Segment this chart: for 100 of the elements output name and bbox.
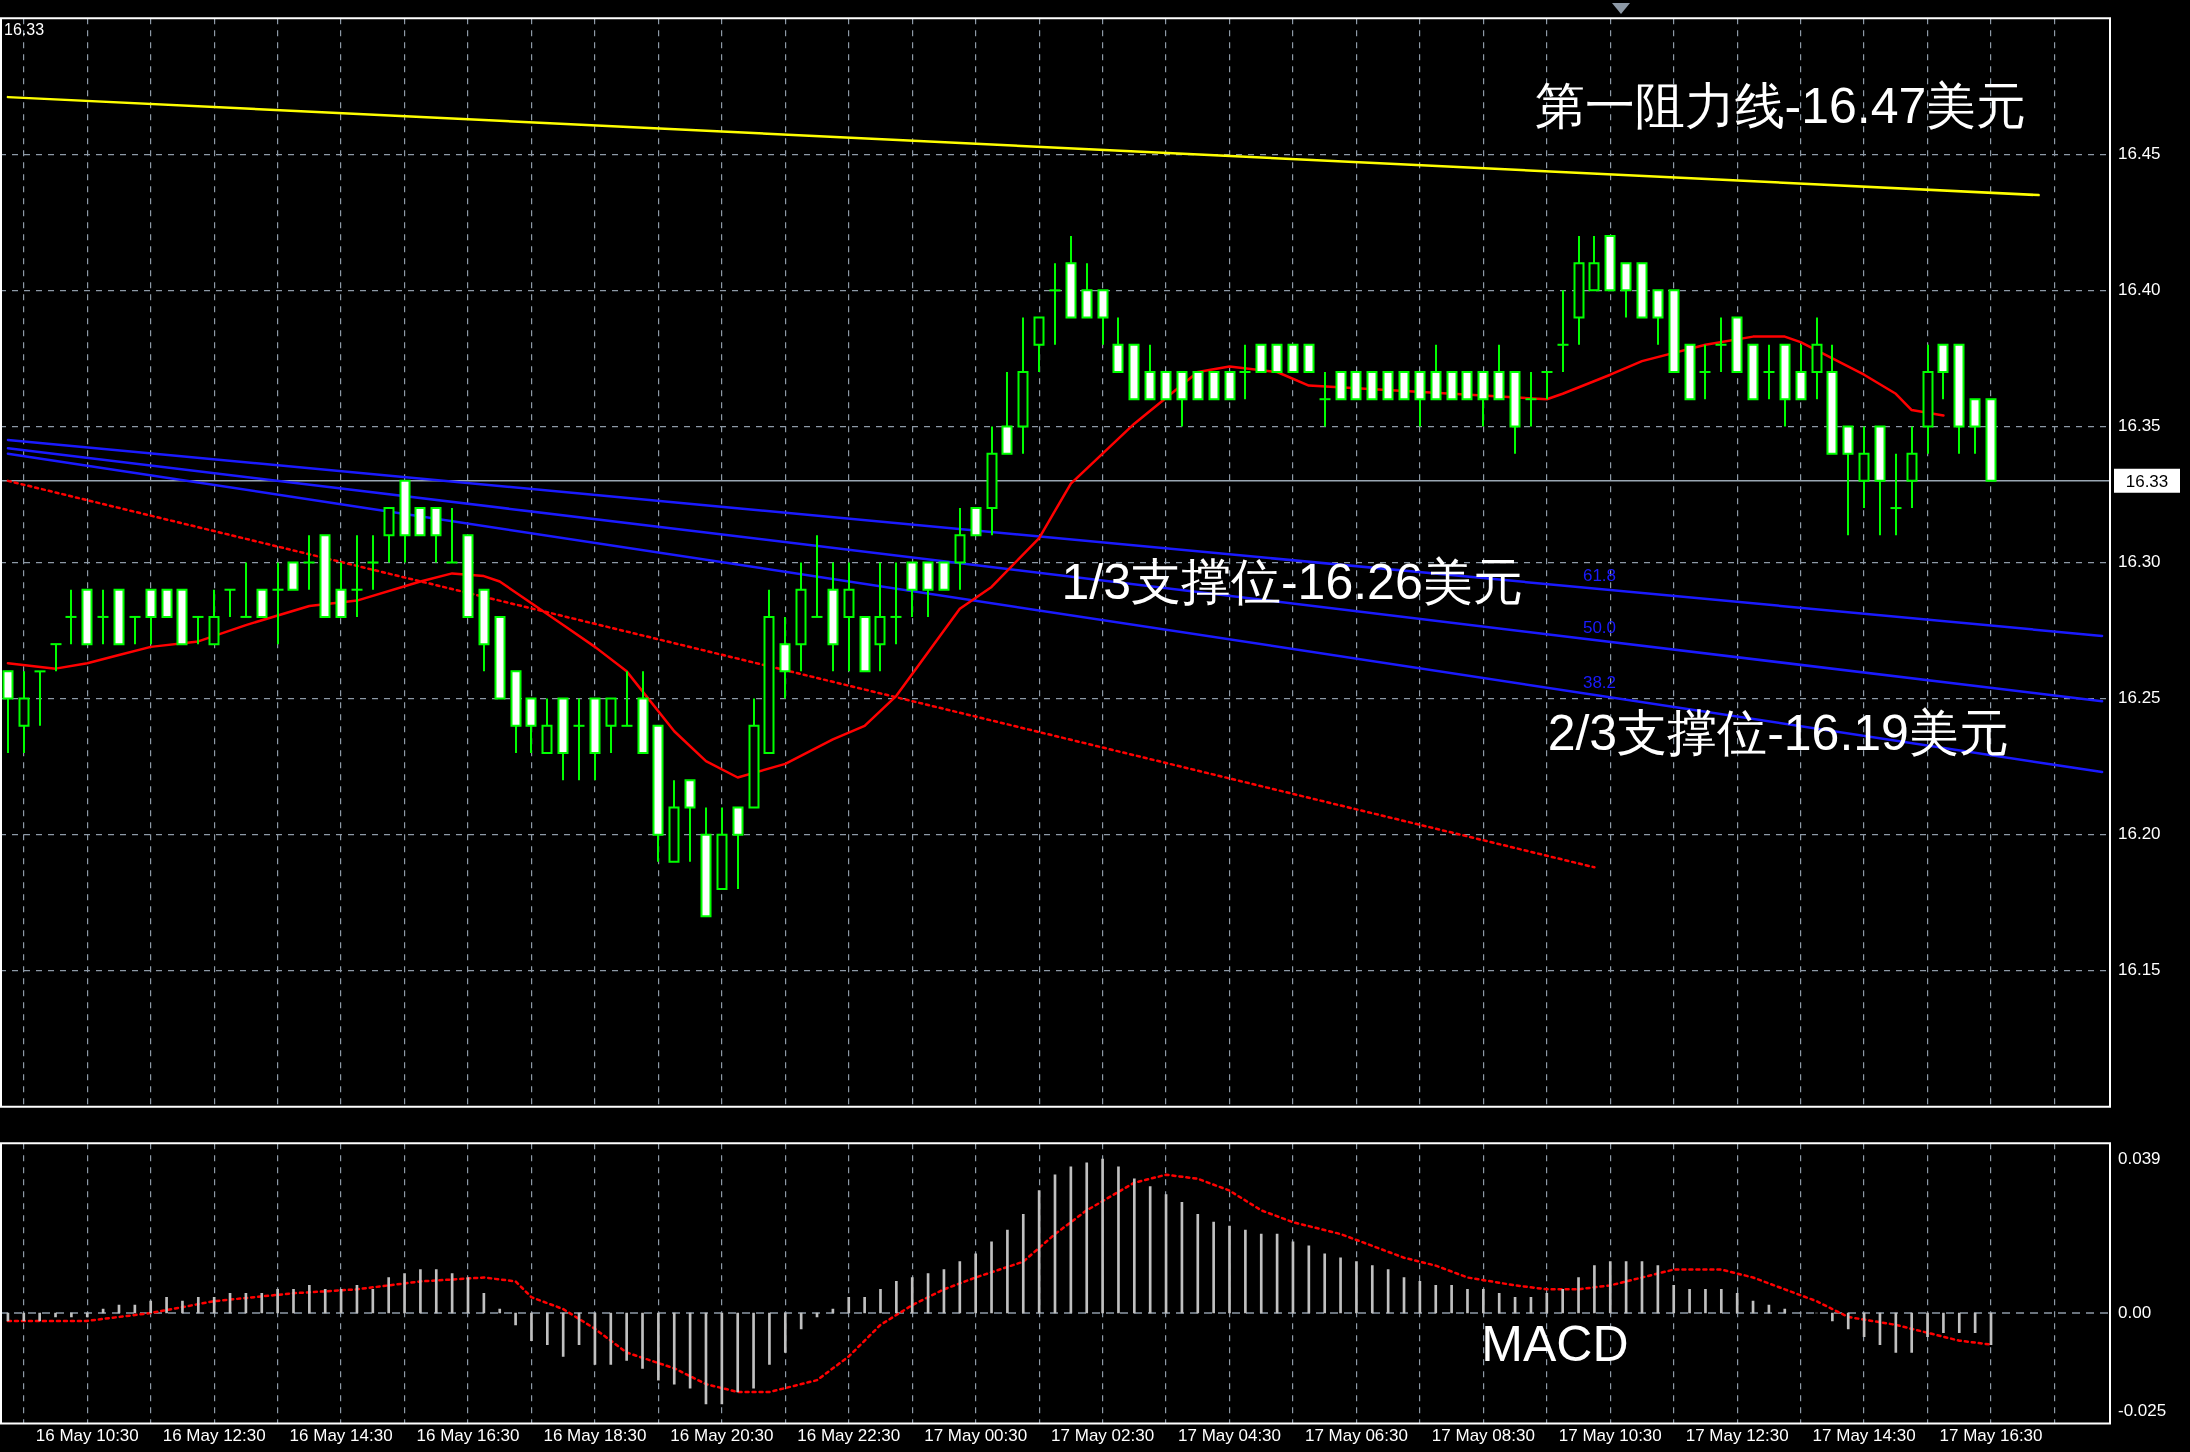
candlestick bbox=[1762, 343, 1776, 401]
bar bbox=[1545, 1292, 1549, 1314]
bar bbox=[434, 1269, 438, 1314]
annotation: MACD bbox=[1481, 1316, 1629, 1373]
bar bbox=[149, 1300, 153, 1314]
x-tick-label: 16 May 22:30 bbox=[797, 1426, 901, 1446]
x-tick-label: 17 May 10:30 bbox=[1558, 1426, 1662, 1446]
bar bbox=[1926, 1312, 1929, 1338]
x-tick-label: 16 May 12:30 bbox=[162, 1426, 266, 1446]
bar bbox=[1482, 1288, 1485, 1314]
y-tick-label: 16.25 bbox=[2118, 688, 2161, 708]
candlestick bbox=[239, 561, 253, 618]
bar bbox=[308, 1285, 311, 1314]
bar bbox=[1704, 1288, 1707, 1314]
bar bbox=[1466, 1288, 1469, 1314]
bar bbox=[1355, 1261, 1358, 1314]
bar bbox=[181, 1300, 184, 1314]
bar bbox=[1339, 1257, 1342, 1314]
bar bbox=[212, 1296, 216, 1314]
bar bbox=[625, 1312, 628, 1361]
series-label: 38.2 bbox=[1582, 672, 1617, 692]
candlestick bbox=[1714, 316, 1728, 373]
y-tick-label: -0.025 bbox=[2118, 1401, 2167, 1421]
bar bbox=[1212, 1221, 1215, 1314]
bar bbox=[910, 1277, 914, 1314]
bar bbox=[1672, 1285, 1676, 1314]
candlestick bbox=[1048, 262, 1062, 346]
candlestick bbox=[1540, 371, 1554, 401]
bar bbox=[1608, 1261, 1612, 1314]
bar bbox=[514, 1312, 517, 1326]
bar bbox=[260, 1292, 264, 1314]
candlestick bbox=[128, 615, 142, 646]
x-tick-label: 17 May 02:30 bbox=[1051, 1426, 1155, 1446]
bar bbox=[419, 1269, 422, 1314]
bar bbox=[1450, 1285, 1453, 1314]
x-tick-label: 16 May 20:30 bbox=[670, 1426, 774, 1446]
annotation: 第一阻力线-16.47美元 bbox=[1534, 77, 2027, 134]
candlestick bbox=[810, 534, 824, 618]
series-label: 50.0 bbox=[1582, 617, 1617, 637]
candlestick bbox=[445, 507, 459, 564]
y-tick-label: 16.15 bbox=[2118, 960, 2161, 980]
x-tick-label: 17 May 08:30 bbox=[1431, 1426, 1535, 1446]
x-tick-label: 16 May 10:30 bbox=[35, 1426, 139, 1446]
bar bbox=[70, 1312, 73, 1318]
bar bbox=[1370, 1265, 1374, 1314]
bar bbox=[1497, 1292, 1501, 1314]
candlestick bbox=[223, 588, 237, 618]
bar bbox=[1561, 1288, 1564, 1314]
bar bbox=[641, 1312, 644, 1369]
candlestick bbox=[366, 534, 380, 591]
bar bbox=[1831, 1312, 1834, 1322]
bar bbox=[1021, 1213, 1025, 1314]
bar bbox=[1323, 1253, 1327, 1314]
bar bbox=[54, 1312, 57, 1318]
bar bbox=[1846, 1312, 1850, 1330]
candlestick bbox=[1318, 371, 1332, 428]
x-tick-label: 16 May 16:30 bbox=[416, 1426, 520, 1446]
candlestick bbox=[33, 670, 47, 727]
bar bbox=[1942, 1312, 1945, 1334]
bar bbox=[530, 1312, 533, 1341]
candlestick bbox=[191, 615, 205, 646]
bar bbox=[1132, 1178, 1136, 1314]
bar bbox=[323, 1288, 327, 1314]
x-tick-label: 16 May 14:30 bbox=[289, 1426, 393, 1446]
y-tick-label: 0.039 bbox=[2118, 1148, 2161, 1168]
candlestick bbox=[1556, 289, 1570, 373]
candlestick bbox=[49, 643, 63, 673]
x-tick-label: 17 May 16:30 bbox=[1939, 1426, 2043, 1446]
candlestick bbox=[889, 561, 903, 646]
candlestick bbox=[1524, 371, 1538, 428]
bar bbox=[752, 1312, 755, 1389]
ref-line-label: 16.33 bbox=[2125, 471, 2169, 491]
bar bbox=[1244, 1229, 1247, 1314]
bar bbox=[1006, 1229, 1009, 1314]
x-tick-label: 16 May 18:30 bbox=[543, 1426, 647, 1446]
bar bbox=[1957, 1312, 1961, 1334]
x-tick-label: 17 May 04:30 bbox=[1178, 1426, 1282, 1446]
bar bbox=[1735, 1292, 1739, 1314]
bar bbox=[1148, 1186, 1152, 1314]
candlestick bbox=[302, 534, 316, 591]
bar bbox=[1894, 1312, 1898, 1353]
x-tick-label: 17 May 06:30 bbox=[1304, 1426, 1408, 1446]
bar bbox=[990, 1241, 993, 1314]
bar bbox=[1085, 1162, 1089, 1314]
bar bbox=[1259, 1233, 1263, 1314]
bar bbox=[768, 1312, 771, 1365]
bar bbox=[863, 1296, 866, 1314]
x-tick-label: 17 May 12:30 bbox=[1685, 1426, 1789, 1446]
annotation: 16.33 bbox=[4, 20, 45, 38]
bar bbox=[498, 1308, 502, 1314]
bar bbox=[974, 1253, 978, 1314]
bar bbox=[879, 1288, 882, 1314]
bar bbox=[22, 1312, 26, 1322]
bar bbox=[292, 1288, 295, 1314]
y-tick-label: 16.30 bbox=[2118, 552, 2161, 572]
bar bbox=[1101, 1158, 1104, 1314]
bar bbox=[847, 1296, 851, 1314]
bar bbox=[1688, 1288, 1691, 1314]
bar bbox=[165, 1296, 168, 1314]
y-tick-label: 16.35 bbox=[2118, 416, 2161, 436]
